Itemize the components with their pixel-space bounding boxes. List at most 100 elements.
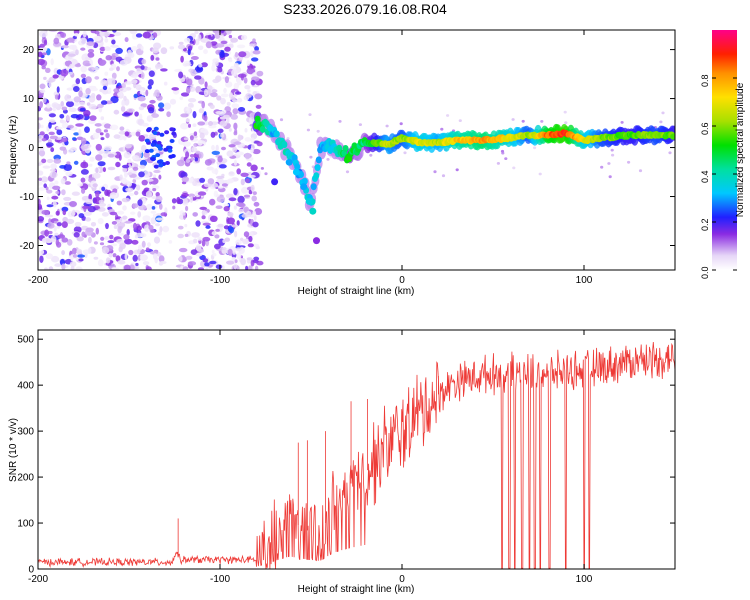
heatmap-cell [101,88,109,95]
heatmap-cell [273,130,280,138]
heatmap-cell [252,50,261,55]
heatmap-cell [234,259,238,263]
heatmap-cell [240,178,245,186]
x-tick-label: 0 [399,275,405,286]
heatmap-cell [233,82,239,90]
heatmap-cell [135,33,143,38]
heatmap-cell [60,45,70,49]
heatmap-cell [198,30,203,33]
heatmap-cell [104,38,109,43]
heatmap-cell [638,169,643,173]
heatmap-cell [46,103,51,109]
heatmap-cell [117,226,122,234]
heatmap-cell [154,256,158,264]
heatmap-cell [201,215,206,220]
heatmap-cell [230,96,236,101]
heatmap-cell [310,183,317,191]
heatmap-cell [159,203,163,210]
heatmap-cell [73,132,80,136]
heatmap-cell [116,238,124,244]
heatmap-cell [203,89,209,96]
heatmap-cell [109,124,119,131]
heatmap-cell [166,111,171,118]
heatmap-cell [48,266,54,270]
heatmap-cell [147,84,152,90]
heatmap-cell [309,207,317,215]
heatmap-cell [247,89,251,93]
heatmap-cell [82,30,87,38]
heatmap-cell [101,212,109,217]
heatmap-cell [131,79,138,84]
heatmap-cell [236,202,245,207]
heatmap-cell [301,177,308,185]
heatmap-cell [187,261,197,266]
heatmap-cell [123,264,131,270]
heatmap-cell [124,171,128,178]
heatmap-cell [233,131,238,136]
heatmap-cell [67,98,74,102]
heatmap-cell [126,172,133,176]
heatmap-cell [43,183,47,188]
heatmap-cell [107,153,115,158]
heatmap-cell [60,69,69,77]
heatmap-cell [172,205,176,210]
heatmap-cell [41,52,48,56]
heatmap-cell [259,125,266,133]
heatmap-cell [117,232,125,236]
heatmap-cell [170,154,176,158]
heatmap-cell [199,132,205,139]
heatmap-cell [158,174,162,180]
heatmap-cell [115,255,121,262]
heatmap-cell [81,231,86,238]
heatmap-cell [243,194,251,198]
heatmap-cell [160,212,168,217]
heatmap-cell [200,62,208,68]
heatmap-cell [201,101,205,109]
heatmap-cell [192,123,197,127]
heatmap-cell [133,222,137,230]
heatmap-cell [158,255,165,263]
heatmap-cell [180,55,184,63]
heatmap-cell [41,158,47,164]
heatmap-cell [191,232,200,238]
heatmap-cell [74,32,79,37]
heatmap-cell [189,196,193,203]
heatmap-cell [233,62,239,68]
heatmap-cell [179,247,188,253]
heatmap-cell [132,166,139,171]
heatmap-cell [103,145,113,151]
heatmap-cell [85,198,93,204]
heatmap-cell [237,97,243,103]
heatmap-cell [158,163,164,168]
heatmap-cell [61,237,69,243]
heatmap-cell [250,164,258,172]
colorbar-axes: 0.0 0.2 0.4 0.6 0.8 [700,74,737,279]
heatmap-cell [121,113,131,117]
heatmap-cell [155,217,164,221]
y-tick-label: 200 [17,473,34,484]
heatmap-cell [219,120,228,127]
heatmap-cell [611,153,615,157]
heatmap-cell [446,114,450,117]
heatmap-cell [237,78,242,86]
heatmap-cell [155,192,160,197]
heatmap-cell [243,77,248,84]
heatmap-cell [122,215,128,220]
heatmap-cell [403,151,407,155]
heatmap-cell [224,76,229,84]
heatmap-cell [51,102,59,109]
x-tick-label: 100 [576,574,593,585]
heatmap-cell [60,177,66,185]
heatmap-cell [108,87,112,94]
heatmap-cell [233,159,238,166]
heatmap-cell [124,81,133,85]
heatmap-cell [145,190,153,198]
heatmap-cell [134,111,139,117]
heatmap-cell [73,232,80,238]
heatmap-cell [210,131,216,138]
heatmap-cell [118,87,128,93]
heatmap-cell [252,148,261,155]
heatmap-cell [192,180,198,186]
heatmap-cell [223,203,230,207]
heatmap-cell [241,186,249,194]
